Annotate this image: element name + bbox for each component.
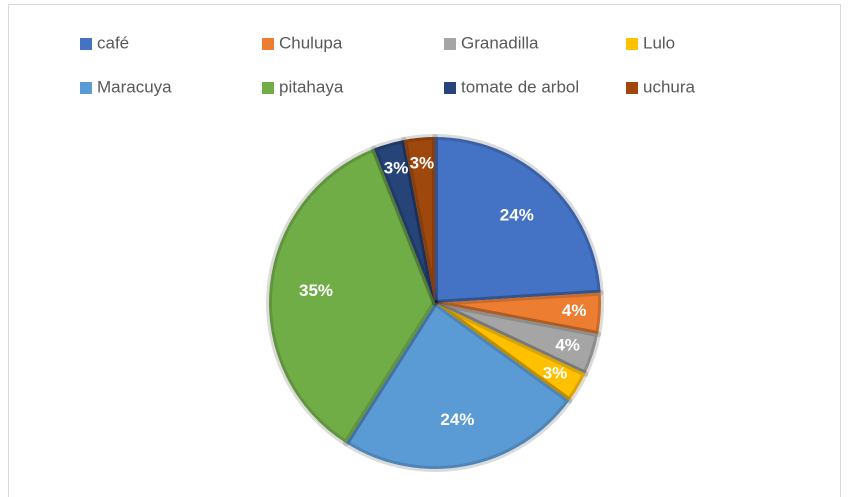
pie-slice (432, 300, 602, 377)
legend-label: Lulo (643, 33, 675, 52)
pie-slice (370, 136, 438, 306)
data-label: 3% (543, 363, 568, 382)
data-label: 4% (555, 336, 580, 355)
pie-slice (266, 145, 438, 447)
legend-label: Chulupa (279, 33, 343, 52)
legend-swatch (626, 38, 638, 50)
pie-slice (400, 134, 438, 306)
data-label: 3% (384, 159, 409, 178)
legend-swatch (626, 82, 638, 94)
legend-label: café (97, 33, 129, 52)
data-label: 24% (440, 410, 474, 429)
legend-label: pitahaya (279, 77, 344, 96)
pie-slice (432, 134, 604, 306)
legend-label: Granadilla (461, 33, 539, 52)
data-label: 4% (562, 301, 587, 320)
legend-swatch (80, 82, 92, 94)
pie-slice (343, 300, 573, 472)
legend-label: tomate de arbol (461, 77, 579, 96)
data-label: 24% (500, 205, 534, 224)
legend-swatch (262, 38, 274, 50)
legend-label: uchura (643, 77, 696, 96)
legend-label: Maracuya (97, 77, 172, 96)
legend-swatch (80, 38, 92, 50)
pie-slice (432, 289, 604, 338)
pie-slice (432, 300, 589, 404)
data-label: 35% (299, 281, 333, 300)
data-label: 3% (410, 154, 435, 173)
legend-swatch (444, 38, 456, 50)
legend-swatch (444, 82, 456, 94)
legend-swatch (262, 82, 274, 94)
